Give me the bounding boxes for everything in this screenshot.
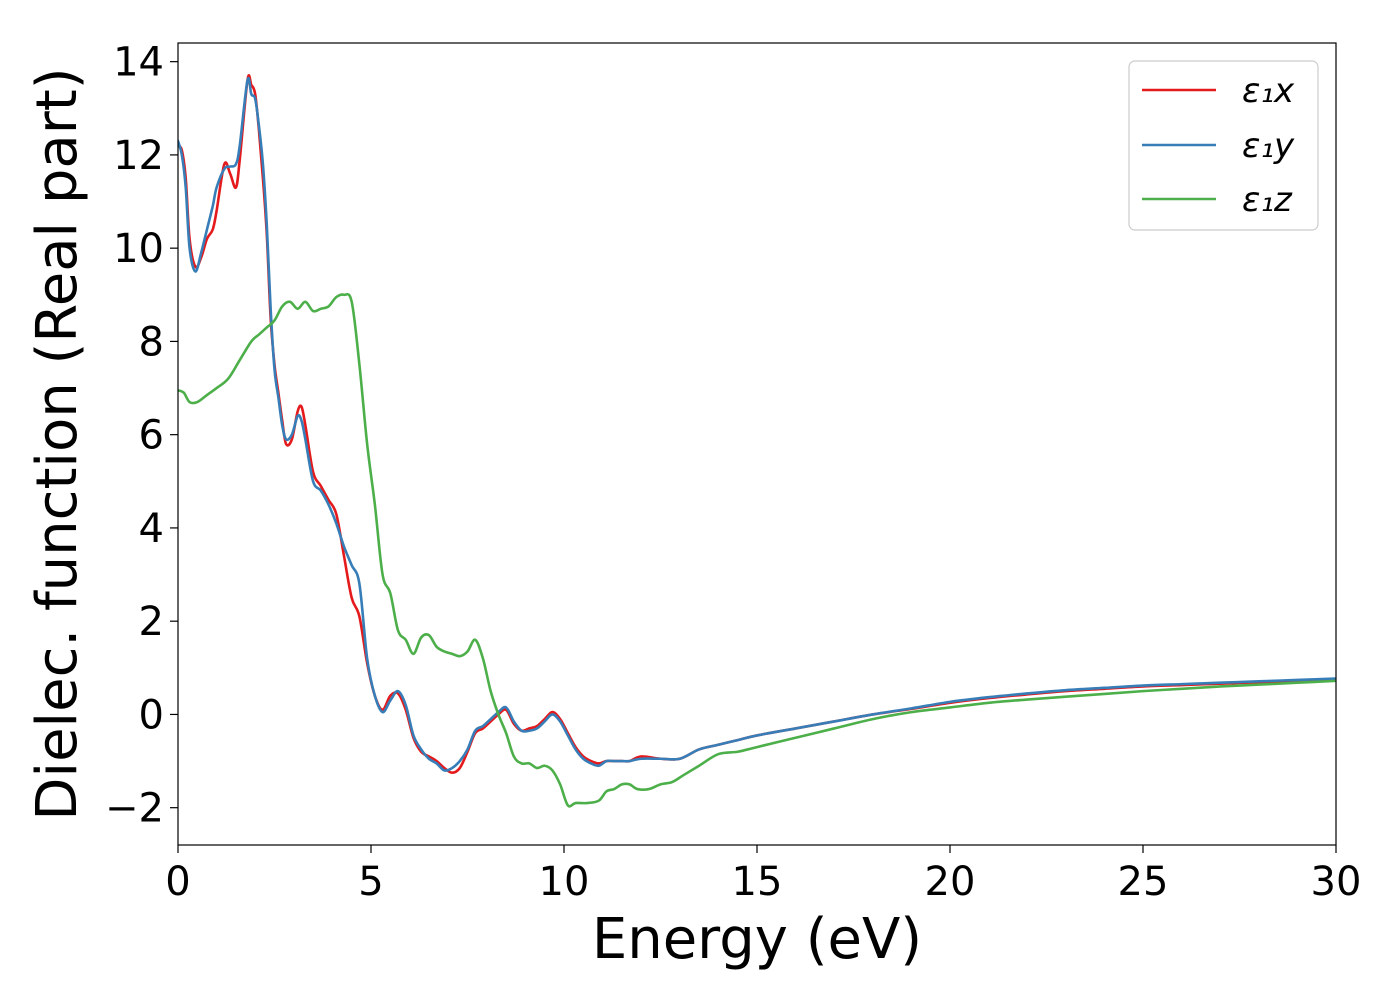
x-tick-label: 5: [358, 859, 383, 905]
y-tick-label: 6: [139, 413, 164, 459]
legend-entries: ε₁x ε₁y ε₁z: [1142, 71, 1295, 220]
x-tick-label: 25: [1118, 859, 1169, 905]
legend-box: [1128, 60, 1319, 231]
x-axis: 0 5 10 15 20 25 30: [165, 845, 1361, 905]
legend-label-1: ε₁x: [1242, 71, 1295, 111]
series-group: [178, 74, 1336, 808]
y-axis-title: Dielec. function (Real part): [25, 67, 90, 820]
x-tick-label: 20: [925, 859, 976, 905]
y-tick-label: 14: [113, 40, 164, 86]
x-tick-label: 15: [732, 859, 783, 905]
y-tick-label: −2: [105, 786, 164, 832]
y-tick-label: 10: [113, 226, 164, 272]
legend-label-3: ε₁z: [1242, 180, 1293, 220]
x-tick-label: 10: [539, 859, 590, 905]
legend-label-2: ε₁y: [1242, 126, 1295, 166]
x-tick-label: 30: [1311, 859, 1362, 905]
y-tick-label: 8: [139, 319, 164, 365]
x-tick-label: 0: [165, 859, 190, 905]
series-line-2: [178, 77, 1336, 772]
legend: ε₁x ε₁y ε₁z: [1128, 60, 1319, 231]
series-line-3: [178, 292, 1336, 808]
x-axis-title: Energy (eV): [592, 907, 922, 972]
y-tick-label: 12: [113, 133, 164, 179]
y-tick-label: 0: [139, 692, 164, 738]
y-tick-label: 4: [139, 506, 164, 552]
y-tick-label: 2: [139, 599, 164, 645]
y-axis: −2 0 2 4 6 8 10 12 14: [105, 40, 178, 832]
